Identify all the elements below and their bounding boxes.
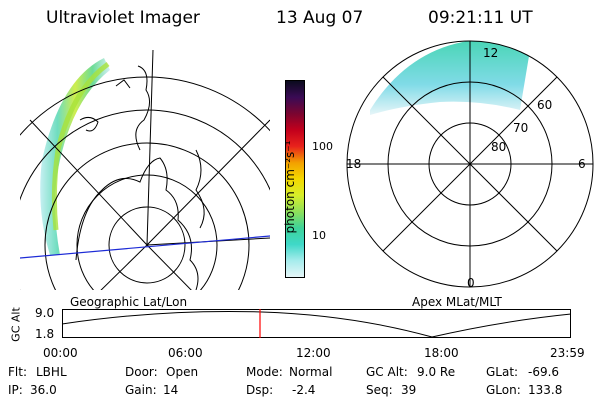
- timeline-tick-0000: 00:00: [43, 346, 78, 360]
- coastline: [75, 157, 199, 290]
- mode-label: Mode:: [246, 365, 283, 379]
- glat-value: -69.6: [528, 365, 560, 379]
- mlt-label-0: 0: [467, 276, 475, 290]
- door-label: Door:: [125, 365, 158, 379]
- timeline-tick-1800: 18:00: [424, 346, 459, 360]
- seq-value: 39: [401, 383, 417, 397]
- left-panel-caption: Geographic Lat/Lon: [70, 295, 188, 309]
- colorbar-gradient: [286, 81, 304, 277]
- timeline-tick-0600: 06:00: [168, 346, 203, 360]
- right-panel-caption: Apex MLat/MLT: [412, 295, 502, 309]
- seq-label: Seq:: [366, 383, 393, 397]
- dsp-label: Dsp:: [246, 383, 274, 397]
- instrument-title: Ultraviolet Imager: [46, 8, 200, 28]
- mlt-label-6: 6: [578, 157, 586, 171]
- mlat-label-60: 60: [537, 98, 553, 112]
- mlat-label-80: 80: [491, 140, 507, 154]
- timeline-ymin: 1.8: [35, 327, 55, 341]
- gain-label: Gain:: [125, 383, 157, 397]
- colorbar: [285, 80, 305, 278]
- altitude-curve: [61, 311, 572, 338]
- gain-value: 14: [163, 383, 179, 397]
- colorbar-unit-label: photon cm⁻²s⁻¹: [283, 140, 297, 234]
- altitude-timeline: [61, 309, 572, 338]
- flt-value: LBHL: [36, 365, 67, 379]
- gcalt-value: 9.0 Re: [417, 365, 456, 379]
- date-label: 13 Aug 07: [276, 8, 364, 28]
- geographic-map: [20, 50, 270, 290]
- flt-label: Flt:: [8, 365, 27, 379]
- timeline-tick-2359: 23:59: [550, 346, 585, 360]
- aurora-oval: [370, 41, 530, 115]
- timeline-tick-1200: 12:00: [296, 346, 331, 360]
- gcalt-label: GC Alt:: [366, 365, 408, 379]
- mlt-label-18: 18: [346, 157, 362, 171]
- aurora-band: [40, 58, 111, 255]
- mlat-label-70: 70: [513, 121, 529, 135]
- colorbar-tick-10: 10: [312, 229, 326, 242]
- glat-label: GLat:: [486, 365, 519, 379]
- colorbar-tick-100: 100: [312, 140, 333, 153]
- mlt-label-12: 12: [483, 46, 499, 60]
- dsp-value: -2.4: [292, 383, 316, 397]
- mode-value: Normal: [289, 365, 333, 379]
- ip-label: IP:: [8, 383, 23, 397]
- timeline-ylabel: GC Alt: [9, 307, 23, 342]
- mlat-mlt-polar-plot: [346, 40, 594, 288]
- glon-value: 133.8: [528, 383, 563, 397]
- time-label: 09:21:11 UT: [428, 8, 533, 28]
- glon-label: GLon:: [486, 383, 521, 397]
- ip-value: 36.0: [30, 383, 57, 397]
- door-value: Open: [166, 365, 199, 379]
- timeline-ymax: 9.0: [35, 306, 55, 320]
